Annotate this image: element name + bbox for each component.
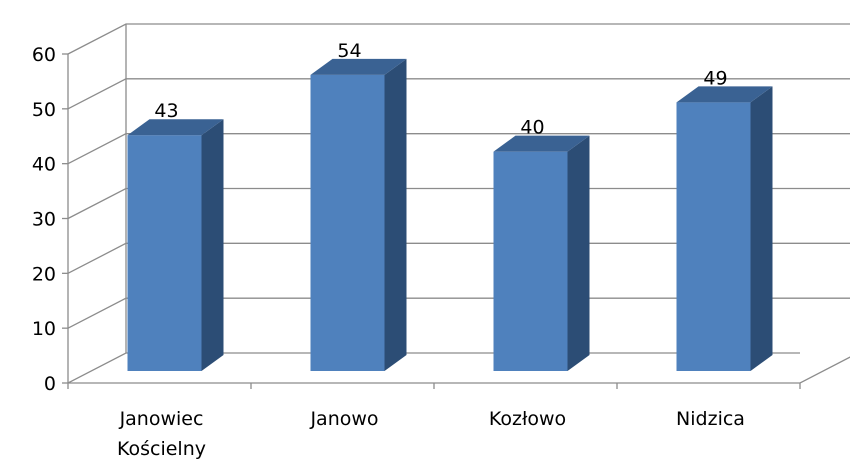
bar-top — [310, 58, 407, 75]
bar-top — [493, 135, 590, 152]
bar-front — [127, 135, 202, 371]
bar-top — [127, 119, 224, 136]
bar-side — [567, 135, 590, 371]
y-tick-label: 30 — [32, 209, 56, 231]
bar-side — [384, 58, 407, 372]
x-category-label: Nidzica — [676, 408, 745, 430]
data-label: 54 — [337, 40, 361, 62]
bar-janowo — [310, 58, 407, 372]
y-tick-label: 20 — [32, 263, 56, 285]
bar-side — [750, 86, 773, 372]
bar-front — [310, 74, 385, 372]
bars — [127, 58, 773, 372]
bar-kozłowo — [493, 135, 590, 371]
y-tick-label: 40 — [32, 154, 56, 176]
y-tick-label: 10 — [32, 318, 56, 340]
bar-side — [201, 119, 224, 371]
x-category-label: Kozłowo — [489, 408, 566, 430]
data-label: 43 — [154, 100, 178, 122]
axes — [62, 24, 850, 389]
y-tick-label: 0 — [44, 373, 56, 395]
y-tick-label: 50 — [32, 99, 56, 121]
y-tick-label: 60 — [32, 44, 56, 66]
x-category-label: Kościelny — [117, 438, 206, 460]
bar-janowiec-kościelny — [127, 119, 224, 371]
data-label: 49 — [703, 67, 727, 89]
data-label: 40 — [520, 117, 544, 139]
gridline-60 — [67, 23, 850, 55]
labels: 0 10 20 30 40 50 60 43 Janowiec Kościelny 54 Janowo… — [32, 40, 745, 460]
x-category-label: Janowo — [309, 408, 378, 430]
x-category-label: Janowiec — [119, 408, 204, 430]
bar-front — [493, 151, 568, 371]
bar-front — [676, 102, 751, 372]
bar-top — [676, 86, 773, 103]
bar-nidzica — [676, 86, 773, 372]
